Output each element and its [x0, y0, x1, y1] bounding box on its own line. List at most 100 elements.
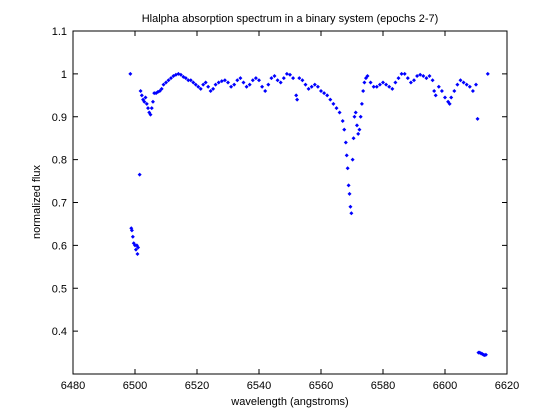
data-point [186, 78, 191, 83]
y-tick-label: 0.7 [52, 198, 67, 210]
data-point [139, 93, 144, 98]
data-point [213, 82, 218, 87]
data-point [470, 89, 475, 94]
data-point [260, 84, 265, 89]
y-tick-label: 0.4 [52, 326, 67, 338]
data-point [424, 76, 429, 81]
data-point [346, 183, 351, 188]
data-point [408, 80, 413, 85]
data-point [257, 78, 261, 83]
data-point [159, 86, 164, 91]
data-point [461, 80, 466, 85]
data-point [263, 89, 268, 94]
data-point [345, 166, 350, 171]
data-point [150, 99, 155, 104]
data-point [331, 101, 336, 106]
data-point [266, 82, 271, 87]
data-point [436, 84, 441, 89]
data-point [188, 78, 193, 83]
data-point [356, 131, 361, 136]
data-point [315, 84, 320, 89]
data-point [193, 82, 198, 87]
data-point [306, 86, 311, 91]
data-point [309, 84, 314, 89]
data-point [374, 84, 379, 89]
data-point [427, 74, 432, 79]
data-point [347, 191, 352, 196]
data-point [303, 82, 308, 87]
data-point [138, 89, 143, 94]
data-point [247, 82, 252, 87]
data-point [148, 112, 153, 117]
data-point [253, 76, 258, 81]
data-point [130, 234, 135, 239]
data-point [128, 71, 133, 76]
data-point [166, 78, 171, 83]
data-point [241, 80, 246, 85]
data-point [157, 89, 162, 94]
data-point [351, 136, 356, 141]
data-point [135, 251, 140, 256]
data-point [328, 97, 333, 102]
data-point [381, 80, 385, 85]
data-point [350, 157, 355, 162]
data-point [412, 78, 416, 83]
x-tick-label: 6580 [371, 380, 395, 392]
data-point [219, 79, 224, 84]
data-point [430, 78, 435, 83]
data-point [183, 76, 188, 81]
y-tick-label: 0.5 [52, 283, 67, 295]
y-tick-label: 0.8 [52, 155, 67, 167]
y-tick-label: 0.9 [52, 112, 67, 124]
x-tick-label: 6480 [61, 380, 85, 392]
data-point [361, 89, 366, 94]
data-point [198, 86, 203, 91]
data-point [358, 114, 363, 119]
data-point [272, 74, 277, 79]
data-point [348, 204, 353, 209]
data-point [432, 89, 437, 94]
data-point [483, 352, 488, 357]
data-point [133, 247, 138, 252]
data-point [377, 82, 382, 87]
data-point [297, 76, 302, 81]
data-point [390, 86, 395, 91]
data-point [146, 106, 151, 111]
x-axis-label: wavelength (angstroms) [230, 396, 348, 408]
data-point [357, 127, 362, 132]
data-point [449, 95, 454, 100]
x-tick-label: 6520 [185, 380, 209, 392]
data-point [136, 245, 141, 250]
data-point [359, 101, 364, 106]
y-tick-label: 1.1 [52, 26, 67, 38]
data-point [340, 119, 345, 124]
data-point [455, 82, 460, 87]
data-point [226, 80, 230, 85]
data-point [458, 78, 463, 83]
data-point [337, 110, 342, 115]
data-point [439, 89, 444, 94]
data-point [371, 84, 376, 89]
data-point [396, 76, 401, 81]
x-tick-label: 6540 [247, 380, 271, 392]
data-point [354, 123, 359, 128]
data-point [232, 82, 237, 87]
data-point [415, 74, 420, 79]
data-point [322, 91, 327, 96]
data-point [129, 228, 134, 233]
data-point [353, 110, 358, 115]
x-tick-label: 6560 [309, 380, 333, 392]
data-point [229, 84, 234, 89]
data-point [142, 99, 147, 104]
data-point [208, 89, 213, 94]
data-point [352, 114, 357, 119]
data-point [344, 153, 349, 158]
y-tick-label: 0.6 [52, 240, 67, 252]
data-point [474, 82, 478, 87]
data-point [393, 80, 398, 85]
data-point [206, 84, 211, 89]
data-point [291, 76, 296, 81]
data-point [443, 95, 447, 100]
y-axis-label: normalized flux [31, 165, 43, 239]
data-point [196, 84, 201, 89]
